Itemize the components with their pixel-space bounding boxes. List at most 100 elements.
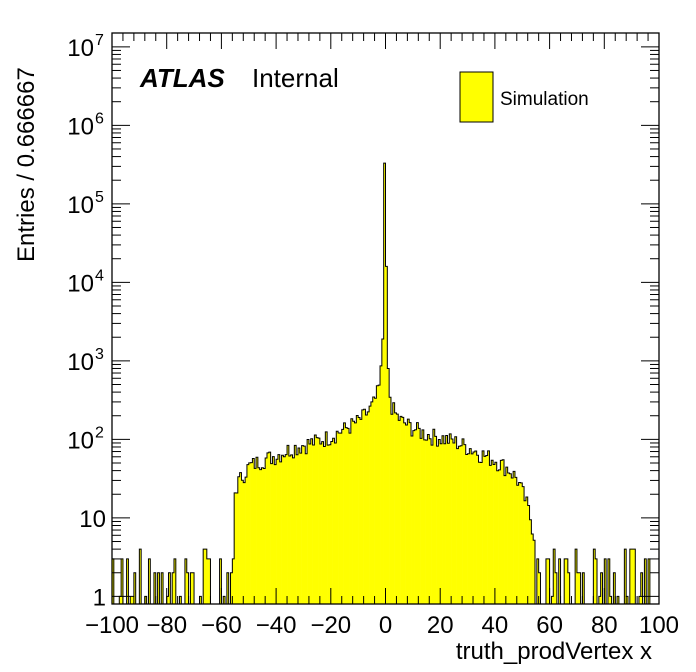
histogram-bin <box>296 454 299 604</box>
histogram-bin <box>312 445 315 604</box>
x-tick-label: −60 <box>201 612 242 639</box>
histogram-bin <box>564 558 567 604</box>
histogram-bin <box>294 445 297 604</box>
histogram-bin <box>318 438 321 604</box>
histogram-bin <box>553 549 556 604</box>
y-tick-exponent: 3 <box>95 346 104 363</box>
histogram-bin <box>436 446 439 604</box>
histogram-outline <box>111 162 659 605</box>
histogram-bin <box>509 473 512 604</box>
histogram-bin <box>511 477 514 604</box>
histogram-bin <box>347 428 350 604</box>
y-tick-label: 10 <box>67 192 94 219</box>
histogram-bin <box>126 558 129 604</box>
histogram-bin <box>343 422 346 604</box>
histogram-bin <box>578 572 581 604</box>
histogram-bin <box>372 397 375 604</box>
y-tick-exponent: 2 <box>95 424 104 441</box>
histogram-bin <box>248 462 251 604</box>
histogram-bin <box>412 430 415 604</box>
histogram-bin <box>513 471 516 604</box>
histogram-bin <box>403 422 406 604</box>
histogram-bin <box>370 401 374 604</box>
histogram-bin <box>442 435 445 604</box>
histogram-bin <box>365 415 368 604</box>
histogram-bin <box>308 443 312 604</box>
histogram-bin <box>186 572 189 604</box>
histogram-bin <box>425 440 428 604</box>
y-tick-exponent: 4 <box>95 267 104 284</box>
histogram-bin <box>285 454 288 604</box>
histogram-bars <box>112 163 651 605</box>
x-tick-label: 20 <box>427 612 454 639</box>
histogram-bin <box>423 439 426 604</box>
histogram-bin <box>161 572 164 604</box>
histogram-bin <box>394 412 397 604</box>
histogram-bin <box>369 406 372 604</box>
x-tick-label: −40 <box>256 612 297 639</box>
histogram-bin <box>325 431 328 604</box>
y-tick-label: 10 <box>67 270 94 297</box>
histogram-bin <box>305 453 308 604</box>
histogram-bin <box>290 454 293 604</box>
histogram-bin <box>327 445 330 604</box>
histogram-bin <box>460 445 463 604</box>
histogram-bin <box>493 464 496 604</box>
histogram-bin <box>514 477 518 604</box>
histogram-bin <box>547 558 550 604</box>
y-tick-label: 1 <box>93 584 106 611</box>
histogram-bin <box>445 435 448 604</box>
histogram-bin <box>339 433 343 604</box>
histogram-bin <box>204 549 208 604</box>
histogram-bin <box>527 505 530 604</box>
y-tick-label: 10 <box>67 113 94 140</box>
histogram-bin <box>522 486 525 604</box>
histogram-bin <box>166 596 169 604</box>
axis-ticks <box>111 33 660 604</box>
histogram-bin <box>631 549 634 604</box>
histogram-bin <box>235 493 239 604</box>
histogram-bin <box>153 572 157 604</box>
histogram-bin <box>173 558 177 604</box>
histogram-bin <box>494 462 498 604</box>
histogram-bin <box>226 572 229 604</box>
histogram-bin <box>385 266 388 604</box>
histogram-bin <box>133 572 136 604</box>
histogram-bin <box>418 428 421 604</box>
histogram-bin <box>600 572 603 604</box>
histogram-bin <box>454 436 457 604</box>
histogram-bin <box>458 446 461 604</box>
histogram-bin <box>132 596 135 604</box>
histogram-bin <box>595 558 598 604</box>
histogram-bin <box>516 485 519 604</box>
histogram-bin <box>480 462 483 604</box>
histogram-bin <box>575 549 578 604</box>
histogram-bin <box>168 572 171 604</box>
histogram-bin <box>380 365 383 604</box>
histogram-bin <box>469 448 472 604</box>
histogram-bin <box>263 468 266 604</box>
histogram-bin <box>387 368 390 604</box>
histogram-bin <box>112 558 115 604</box>
histogram-bin <box>507 472 510 604</box>
histogram-bin <box>206 558 209 604</box>
histogram-bin <box>476 455 479 604</box>
histogram-bin <box>144 596 147 604</box>
histogram-bin <box>431 445 434 604</box>
y-tick-exponent: 5 <box>95 189 104 206</box>
histogram-bin <box>349 433 352 604</box>
histogram-bin <box>407 419 410 604</box>
histogram-bin <box>471 453 474 604</box>
histogram-bin <box>409 422 412 604</box>
histogram-bin <box>266 452 270 604</box>
histogram-bin <box>420 438 423 604</box>
histogram-bin <box>345 427 348 604</box>
histogram-bin <box>330 441 333 604</box>
histogram-bin <box>272 456 275 604</box>
histogram-bin <box>199 596 202 604</box>
histogram-bin <box>367 411 370 604</box>
histogram-bin <box>644 558 647 604</box>
histogram-bin <box>303 446 306 604</box>
histogram-bin <box>500 460 503 604</box>
